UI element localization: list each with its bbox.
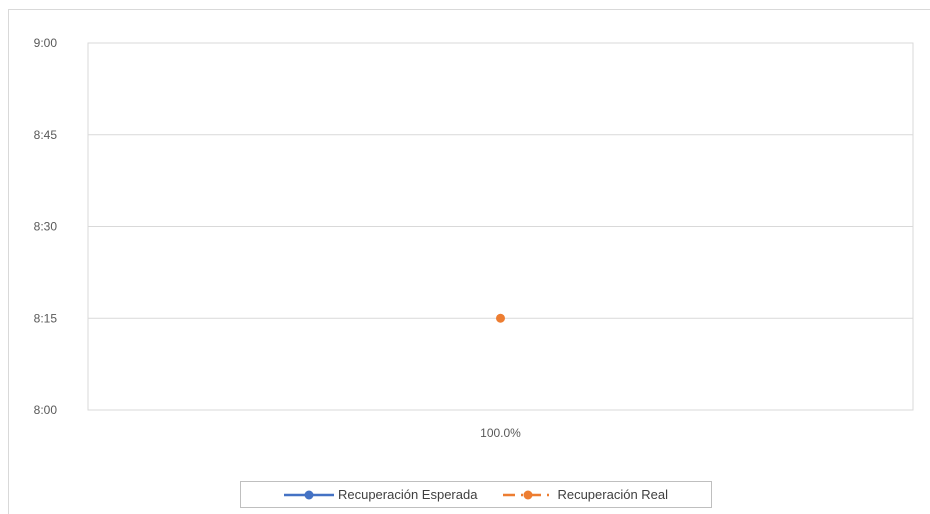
legend-swatch-esperada: [283, 490, 334, 499]
y-tick-label-0: 8:00: [34, 403, 58, 417]
legend-label-real: Recuperación Real: [557, 487, 669, 502]
y-tick-label-1: 8:15: [34, 311, 58, 325]
legend-label-esperada: Recuperación Esperada: [337, 487, 478, 502]
y-tick-label-3: 8:45: [34, 128, 58, 142]
legend: Recuperación Esperada Recuperación Real: [240, 481, 712, 508]
chart-area: [8, 9, 930, 514]
legend-item-real: Recuperación Real: [503, 487, 668, 502]
legend-swatch-real: [503, 490, 554, 499]
data-point-1-0: [496, 313, 505, 323]
y-tick-label-4: 9:00: [34, 36, 58, 50]
x-tick-label-0: 100.0%: [480, 426, 521, 440]
legend-item-esperada: Recuperación Esperada: [283, 487, 478, 502]
y-tick-label-2: 8:30: [34, 220, 58, 234]
